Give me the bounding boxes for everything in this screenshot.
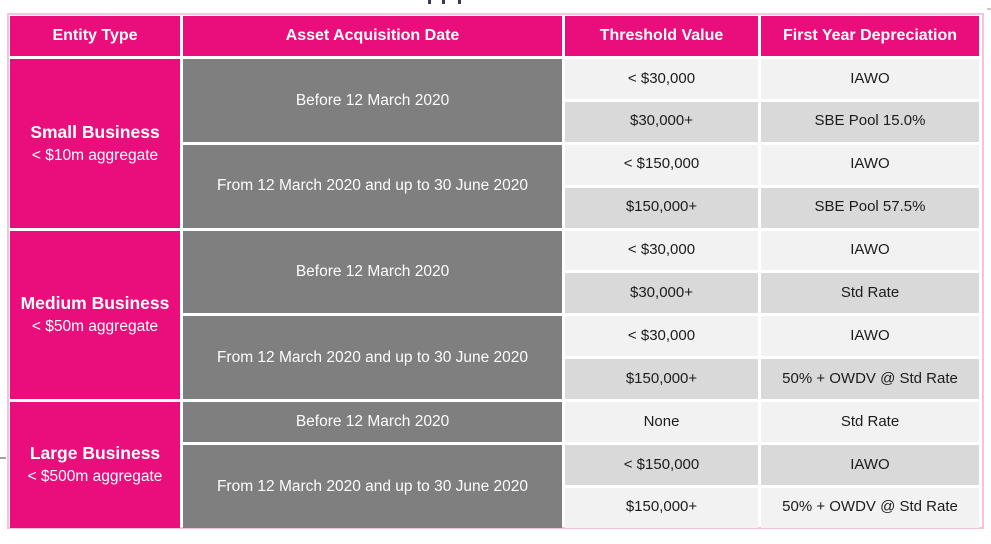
column-header-entity-type: Entity Type — [10, 16, 180, 56]
column-header-first-year-depreciation: First Year Depreciation — [761, 16, 979, 56]
depreciation-cell: SBE Pool 15.0% — [761, 101, 979, 142]
depreciation-cell: Std Rate — [761, 273, 979, 314]
depreciation-cell: IAWO — [761, 316, 979, 357]
clipped-text-artifact — [458, 0, 461, 4]
threshold-cell: $150,000+ — [565, 187, 758, 228]
date-cell: Before 12 March 2020 — [183, 230, 562, 314]
threshold-cell: < $30,000 — [565, 230, 758, 271]
column-header-asset-acquisition-date: Asset Acquisition Date — [183, 16, 562, 56]
entity-name: Medium Business — [20, 293, 170, 314]
depreciation-cell: IAWO — [761, 144, 979, 185]
threshold-cell: $150,000+ — [565, 487, 758, 528]
threshold-cell: < $30,000 — [565, 59, 758, 99]
entity-name: Large Business — [29, 443, 161, 464]
threshold-cell: $150,000+ — [565, 359, 758, 400]
depreciation-cell: SBE Pool 57.5% — [761, 187, 979, 228]
depreciation-cell: 50% + OWDV @ Std Rate — [761, 359, 979, 400]
depreciation-cell: IAWO — [761, 59, 979, 99]
date-cell: From 12 March 2020 and up to 30 June 202… — [183, 316, 562, 400]
clipped-text-artifact — [442, 0, 445, 4]
date-cell: Before 12 March 2020 — [183, 59, 562, 142]
date-cell: Before 12 March 2020 — [183, 402, 562, 443]
threshold-cell: < $30,000 — [565, 316, 758, 357]
depreciation-cell: IAWO — [761, 230, 979, 271]
entity-cell-medium-business: Medium Business < $50m aggregate — [10, 230, 180, 400]
clipped-text-artifact — [428, 0, 431, 4]
entity-aggregate: < $50m aggregate — [31, 318, 159, 336]
threshold-cell: None — [565, 402, 758, 443]
entity-aggregate: < $10m aggregate — [31, 146, 159, 164]
column-header-threshold-value: Threshold Value — [565, 16, 758, 56]
clipped-text-artifact — [987, 8, 991, 10]
threshold-cell: < $150,000 — [565, 445, 758, 485]
depreciation-cell: 50% + OWDV @ Std Rate — [761, 487, 979, 528]
threshold-cell: $30,000+ — [565, 273, 758, 314]
clipped-text-artifact — [0, 457, 6, 459]
entity-cell-small-business: Small Business < $10m aggregate — [10, 59, 180, 228]
depreciation-rules-table: Entity Type Asset Acquisition Date Thres… — [7, 13, 984, 529]
depreciation-cell: Std Rate — [761, 402, 979, 443]
threshold-cell: < $150,000 — [565, 144, 758, 185]
depreciation-cell: IAWO — [761, 445, 979, 485]
threshold-cell: $30,000+ — [565, 101, 758, 142]
entity-aggregate: < $500m aggregate — [27, 468, 163, 486]
date-cell: From 12 March 2020 and up to 30 June 202… — [183, 144, 562, 228]
entity-name: Small Business — [30, 121, 160, 142]
entity-cell-large-business: Large Business < $500m aggregate — [10, 402, 180, 528]
date-cell: From 12 March 2020 and up to 30 June 202… — [183, 445, 562, 528]
